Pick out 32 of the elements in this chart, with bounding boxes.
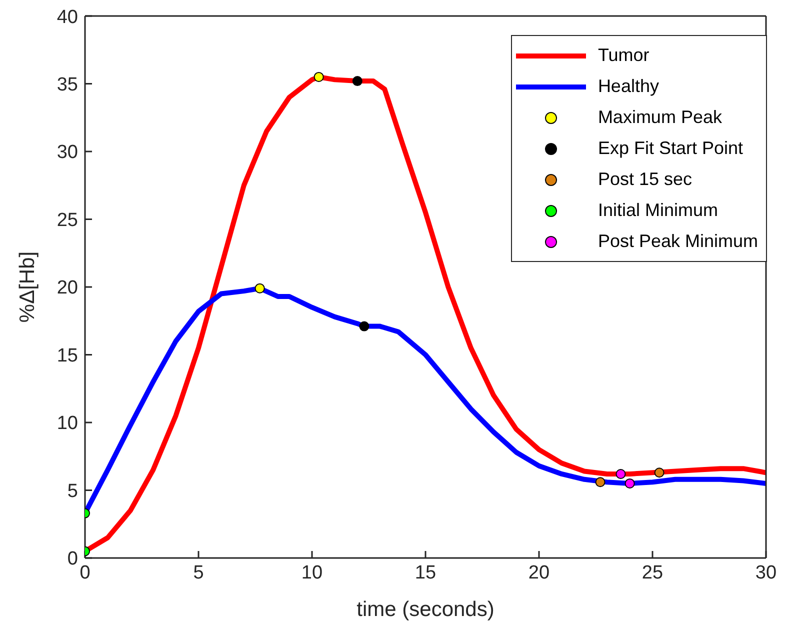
point [616, 468, 626, 479]
legend-label: Healthy [598, 76, 659, 97]
x-tick-label: 20 [528, 562, 550, 584]
point [624, 478, 635, 488]
y-tick-label: 20 [56, 278, 78, 299]
point [314, 72, 324, 82]
x-tick-label: 10 [301, 562, 323, 584]
x-tick-label: 15 [414, 562, 436, 584]
y-tick-label: 30 [56, 142, 78, 164]
y-tick-label: 25 [56, 210, 78, 231]
legend-label: Post 15 sec [598, 169, 692, 190]
y-axis-title: %Δ[Hb] [16, 251, 39, 323]
legend-label: Post Peak Minimum [598, 231, 758, 252]
point [352, 76, 362, 86]
legend-label: Maximum Peak [598, 107, 722, 128]
y-tick-label: 10 [56, 413, 78, 434]
y-tick-label: 0 [67, 548, 78, 570]
y-tick-label: 35 [56, 74, 78, 96]
legend-label: Initial Minimum [598, 200, 718, 221]
legend-label: Tumor [598, 45, 650, 66]
x-axis-title: time (seconds) [356, 598, 494, 621]
x-tick-label: 30 [755, 562, 777, 584]
x-tick-label: 25 [642, 562, 664, 584]
y-tick-label: 40 [56, 6, 78, 28]
y-tick-label: 5 [67, 480, 78, 502]
x-tick-label: 5 [193, 562, 204, 584]
point [254, 283, 265, 294]
y-tick-label: 15 [56, 345, 78, 366]
point [359, 321, 370, 332]
point [595, 477, 606, 488]
point [654, 468, 664, 478]
legend-label: Exp Fit Start Point [598, 138, 743, 159]
